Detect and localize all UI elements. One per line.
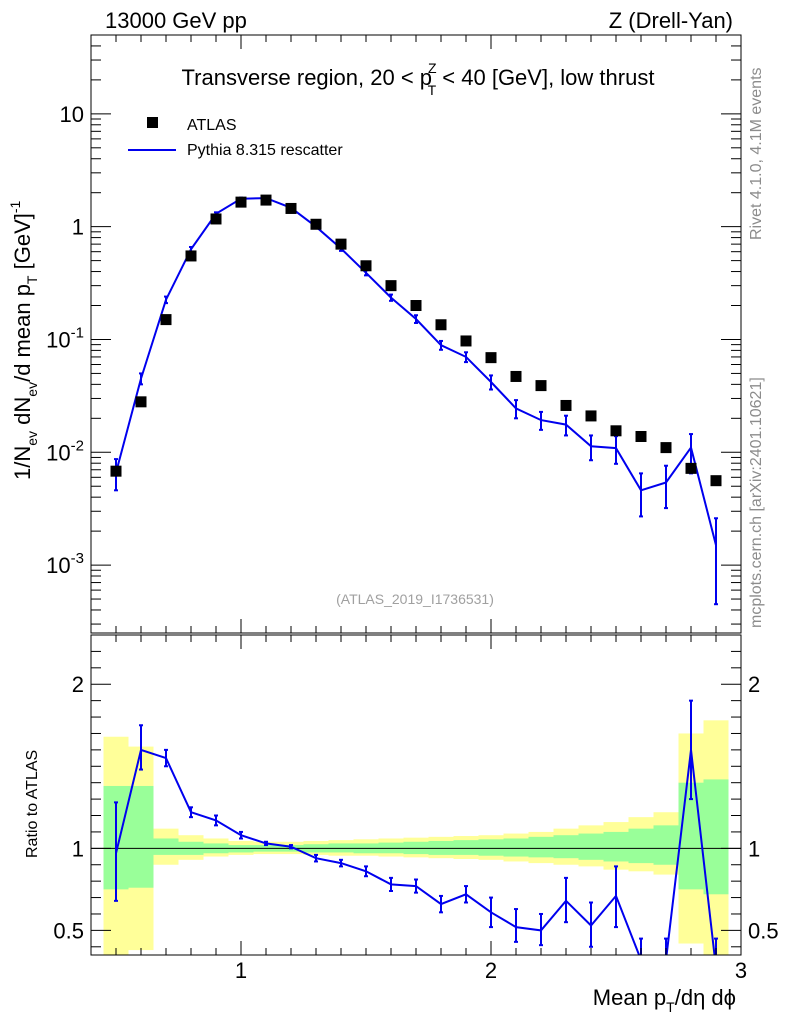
main-y-axis-label: 1/Nev dNev/d mean pT [GeV]-1 [7, 200, 40, 480]
x-tick-label: 2 [485, 958, 497, 983]
ratio-ticks [91, 635, 742, 955]
ratio-y-tick-labels-left: 0.5 1 2 [53, 672, 84, 943]
atlas-data-point [110, 465, 122, 477]
main-y-tick-labels: 10-3 10-2 10-1 1 10 [46, 102, 84, 578]
ratio-green-band [628, 828, 654, 864]
ratio-green-band [153, 838, 179, 855]
main-y-tick-label: 10 [60, 102, 84, 127]
ratio-y-tick-label: 1 [72, 836, 84, 861]
ratio-green-band [528, 836, 554, 858]
atlas-data-point [710, 475, 722, 487]
atlas-data-point [310, 218, 322, 230]
ratio-green-band [503, 838, 529, 857]
main-y-tick-label: 10-3 [46, 550, 84, 578]
ratio-y-tick-label-right: 0.5 [748, 918, 779, 943]
atlas-data-point [485, 352, 497, 364]
ratio-y-tick-label: 0.5 [53, 918, 84, 943]
legend: ATLAS Pythia 8.315 rescatter [128, 117, 343, 159]
atlas-data-point [360, 260, 372, 272]
atlas-data-point [260, 194, 272, 206]
atlas-data-point [335, 238, 347, 250]
atlas-data-point [460, 335, 472, 347]
legend-mc-label: Pythia 8.315 rescatter [187, 142, 343, 159]
atlas-data-point [610, 425, 622, 437]
x-axis-label: Mean pT/dη dϕ [593, 985, 736, 1015]
ratio-y-axis-label: Ratio to ATLAS [24, 750, 41, 858]
header-right: Z (Drell-Yan) [609, 8, 733, 33]
mc-series [114, 196, 718, 606]
x-tick-label: 1 [235, 958, 247, 983]
ratio-uncertainty-bands [103, 720, 729, 955]
rivet-version-text: Rivet 4.1.0, 4.1M events [748, 67, 765, 240]
legend-atlas-label: ATLAS [187, 117, 237, 134]
atlas-data-point [160, 314, 172, 326]
legend-atlas-marker [147, 117, 158, 128]
atlas-data-point [135, 396, 147, 408]
atlas-data-point [660, 442, 672, 454]
x-tick-label: 3 [735, 958, 747, 983]
atlas-data-point [685, 462, 697, 474]
main-y-tick-label: 1 [72, 215, 84, 240]
atlas-data-point [235, 196, 247, 208]
atlas-data-point [385, 280, 397, 292]
atlas-data-point [585, 410, 597, 422]
atlas-data-point [435, 319, 447, 331]
ratio-green-band [553, 835, 579, 859]
atlas-data-point [535, 380, 547, 392]
analysis-reference: (ATLAS_2019_I1736531) [336, 591, 494, 607]
ratio-y-tick-label-right: 2 [748, 672, 760, 697]
ratio-plot-panel: 0.5 1 2 0.5 1 2 1 2 3 Ratio to ATLAS Mean pT/d… [24, 634, 779, 1015]
atlas-data-point [510, 370, 522, 382]
ratio-green-band [578, 833, 604, 860]
mc-line [115, 197, 717, 546]
ratio-plot-frame [90, 634, 742, 956]
atlas-data-point [560, 399, 572, 411]
atlas-series [110, 194, 722, 487]
ratio-y-tick-label-right: 1 [748, 836, 760, 861]
atlas-data-point [285, 202, 297, 214]
ratio-green-band [478, 839, 504, 856]
atlas-data-point [210, 213, 222, 225]
ratio-green-band [603, 831, 629, 862]
atlas-data-point [410, 300, 422, 312]
mcplots-text: mcplots.cern.ch [arXiv:2401.10621] [748, 377, 765, 628]
ratio-mc-clipped [114, 699, 718, 955]
main-y-tick-label: 10-2 [46, 437, 84, 465]
ratio-green-band [703, 779, 729, 895]
main-ticks [91, 34, 742, 633]
ratio-green-band [128, 785, 154, 888]
ratio-mc-series [114, 699, 718, 955]
x-tick-labels: 1 2 3 [235, 958, 747, 983]
main-y-tick-label: 10-1 [46, 324, 84, 352]
ratio-green-band [453, 840, 479, 855]
header-left: 13000 GeV pp [105, 8, 247, 33]
main-plot-panel: 10-3 10-2 10-1 1 10 Transverse region, 20 < … [7, 34, 742, 634]
atlas-data-point [635, 430, 647, 442]
atlas-data-point [185, 250, 197, 262]
ratio-green-band [678, 782, 704, 890]
ratio-y-tick-label: 2 [72, 672, 84, 697]
ratio-y-tick-labels-right: 0.5 1 2 [748, 672, 779, 943]
plot-title: Transverse region, 20 < pZ T < 40 [GeV], … [182, 60, 655, 98]
ratio-green-band [653, 825, 679, 865]
